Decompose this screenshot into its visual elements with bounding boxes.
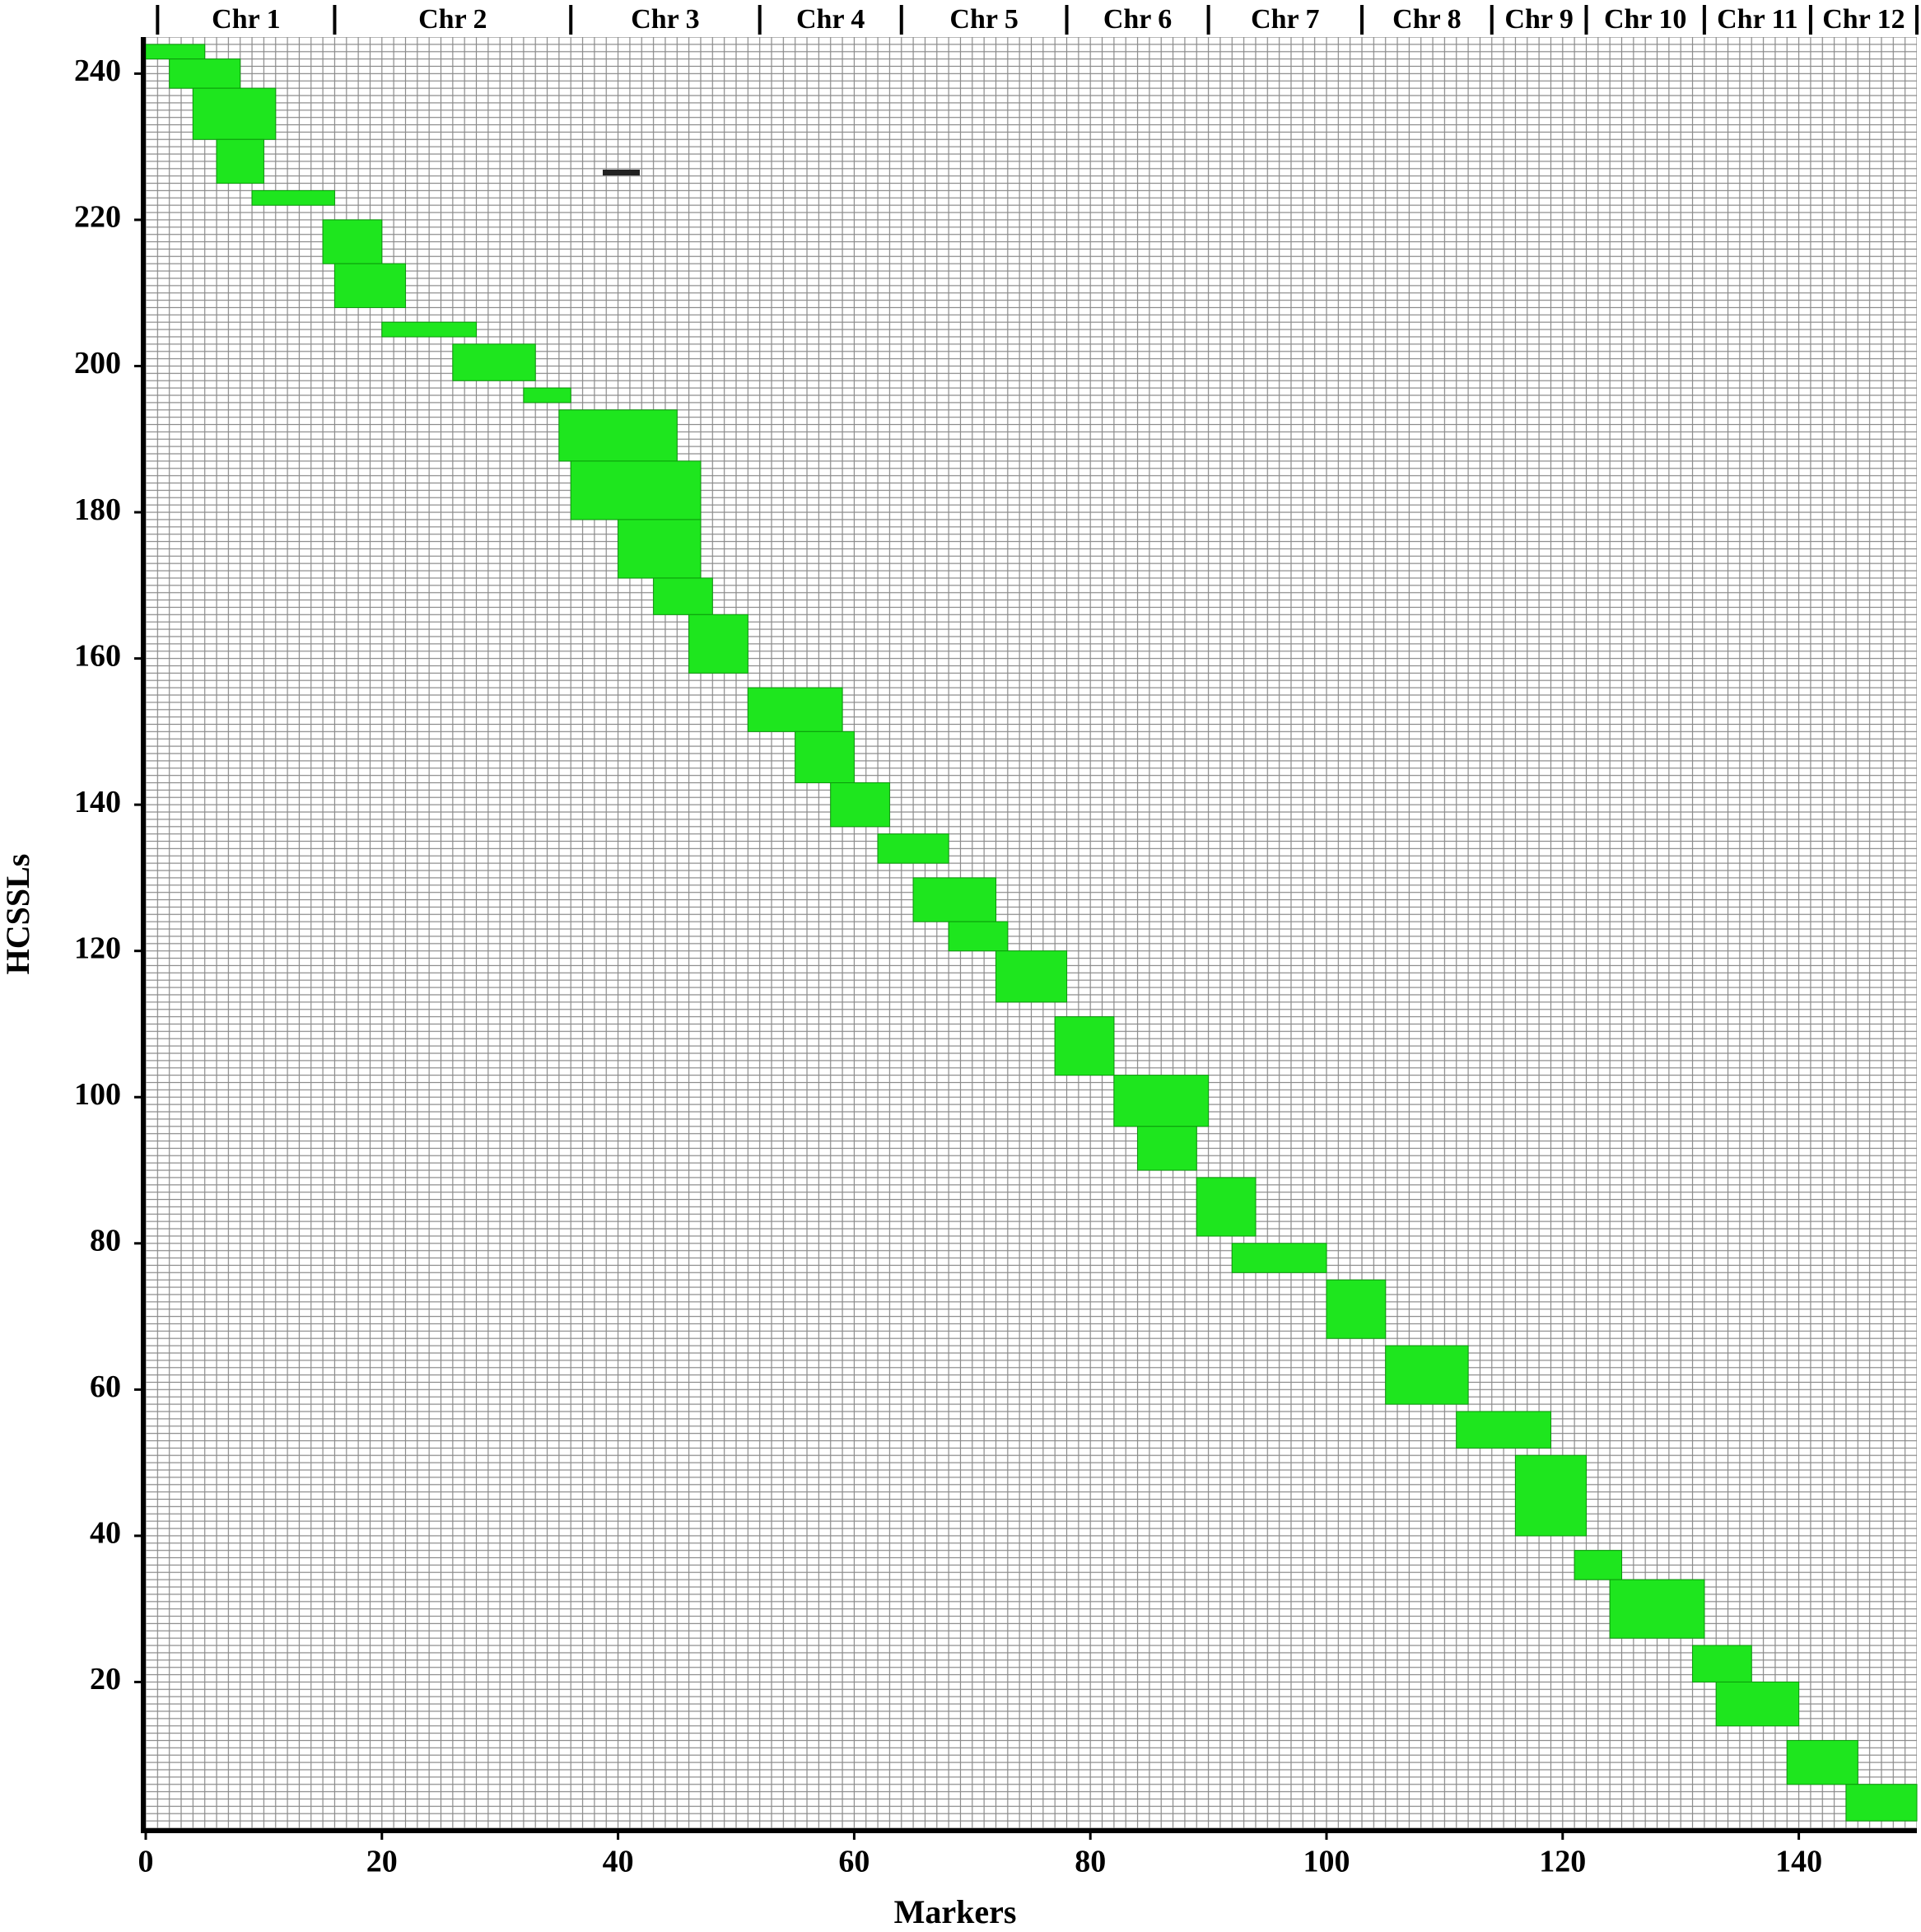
introgression-block xyxy=(145,44,206,60)
introgression-block xyxy=(1715,1681,1800,1727)
introgression-block xyxy=(1574,1550,1623,1580)
introgression-block xyxy=(452,343,536,381)
introgression-block xyxy=(1054,1016,1115,1076)
introgression-block xyxy=(1385,1345,1469,1405)
introgression-block xyxy=(1326,1279,1387,1339)
introgression-block xyxy=(688,614,748,674)
x-tick-label: 0 xyxy=(138,1845,154,1879)
x-tick-label: 40 xyxy=(603,1845,634,1879)
chromosome-label: Chr 7 xyxy=(1251,4,1319,35)
y-tick-label: 240 xyxy=(74,54,121,88)
x-tick-label: 140 xyxy=(1775,1845,1822,1879)
introgression-block xyxy=(1786,1739,1858,1785)
introgression-block xyxy=(192,87,277,140)
y-tick-label: 160 xyxy=(74,638,121,673)
introgression-block xyxy=(747,687,843,732)
plot-grid xyxy=(146,37,1917,1828)
dash-marker xyxy=(603,170,640,175)
introgression-block xyxy=(251,189,335,206)
y-tick-label: 180 xyxy=(74,492,121,527)
introgression-block xyxy=(523,387,571,404)
chromosome-label: Chr 1 xyxy=(212,4,280,35)
introgression-block xyxy=(1845,1784,1918,1822)
y-tick-label: 80 xyxy=(90,1224,121,1258)
chromosome-label: Chr 4 xyxy=(796,4,865,35)
introgression-block xyxy=(1692,1645,1752,1682)
y-axis-title: HCSSLs xyxy=(0,854,36,975)
introgression-block xyxy=(618,519,702,579)
introgression-block xyxy=(795,730,855,784)
introgression-block xyxy=(570,460,702,520)
introgression-block xyxy=(381,321,478,338)
introgression-block xyxy=(948,921,1009,952)
y-tick-label: 40 xyxy=(90,1516,121,1551)
y-tick-label: 140 xyxy=(74,785,121,819)
introgression-block xyxy=(1196,1177,1257,1237)
chromosome-label: Chr 8 xyxy=(1392,4,1461,35)
introgression-block xyxy=(1113,1075,1210,1127)
x-tick-label: 100 xyxy=(1303,1845,1350,1879)
introgression-block xyxy=(169,58,241,89)
y-tick-label: 220 xyxy=(74,200,121,235)
introgression-block xyxy=(1231,1243,1327,1273)
y-tick-label: 20 xyxy=(90,1662,121,1696)
x-tick-label: 60 xyxy=(838,1845,870,1879)
introgression-block xyxy=(558,409,678,462)
chromosome-label: Chr 5 xyxy=(949,4,1018,35)
introgression-block xyxy=(1137,1126,1197,1171)
introgression-block xyxy=(333,263,406,308)
chromosome-label: Chr 9 xyxy=(1504,4,1573,35)
chromosome-label: Chr 2 xyxy=(418,4,487,35)
introgression-block xyxy=(653,577,713,615)
x-tick-label: 80 xyxy=(1075,1845,1106,1879)
chromosome-label: Chr 10 xyxy=(1604,4,1686,35)
chromosome-label: Chr 6 xyxy=(1103,4,1172,35)
introgression-block xyxy=(1456,1411,1551,1449)
y-tick-label: 120 xyxy=(74,931,121,965)
introgression-block xyxy=(216,138,264,184)
introgression-block xyxy=(877,833,949,864)
chromosome-label: Chr 12 xyxy=(1822,4,1905,35)
x-axis-title: Markers xyxy=(894,1893,1017,1930)
introgression-block xyxy=(912,877,996,922)
chromosome-label: Chr 11 xyxy=(1717,4,1798,35)
y-tick-label: 200 xyxy=(74,346,121,380)
introgression-block xyxy=(995,950,1068,1003)
chromosome-label: Chr 3 xyxy=(631,4,699,35)
introgression-block xyxy=(1609,1579,1705,1639)
x-tick-label: 120 xyxy=(1539,1845,1586,1879)
introgression-block xyxy=(830,782,890,828)
introgression-block xyxy=(322,219,383,264)
x-tick-label: 20 xyxy=(366,1845,398,1879)
introgression-block xyxy=(1514,1454,1587,1537)
y-tick-label: 100 xyxy=(74,1077,121,1112)
y-tick-label: 60 xyxy=(90,1370,121,1404)
